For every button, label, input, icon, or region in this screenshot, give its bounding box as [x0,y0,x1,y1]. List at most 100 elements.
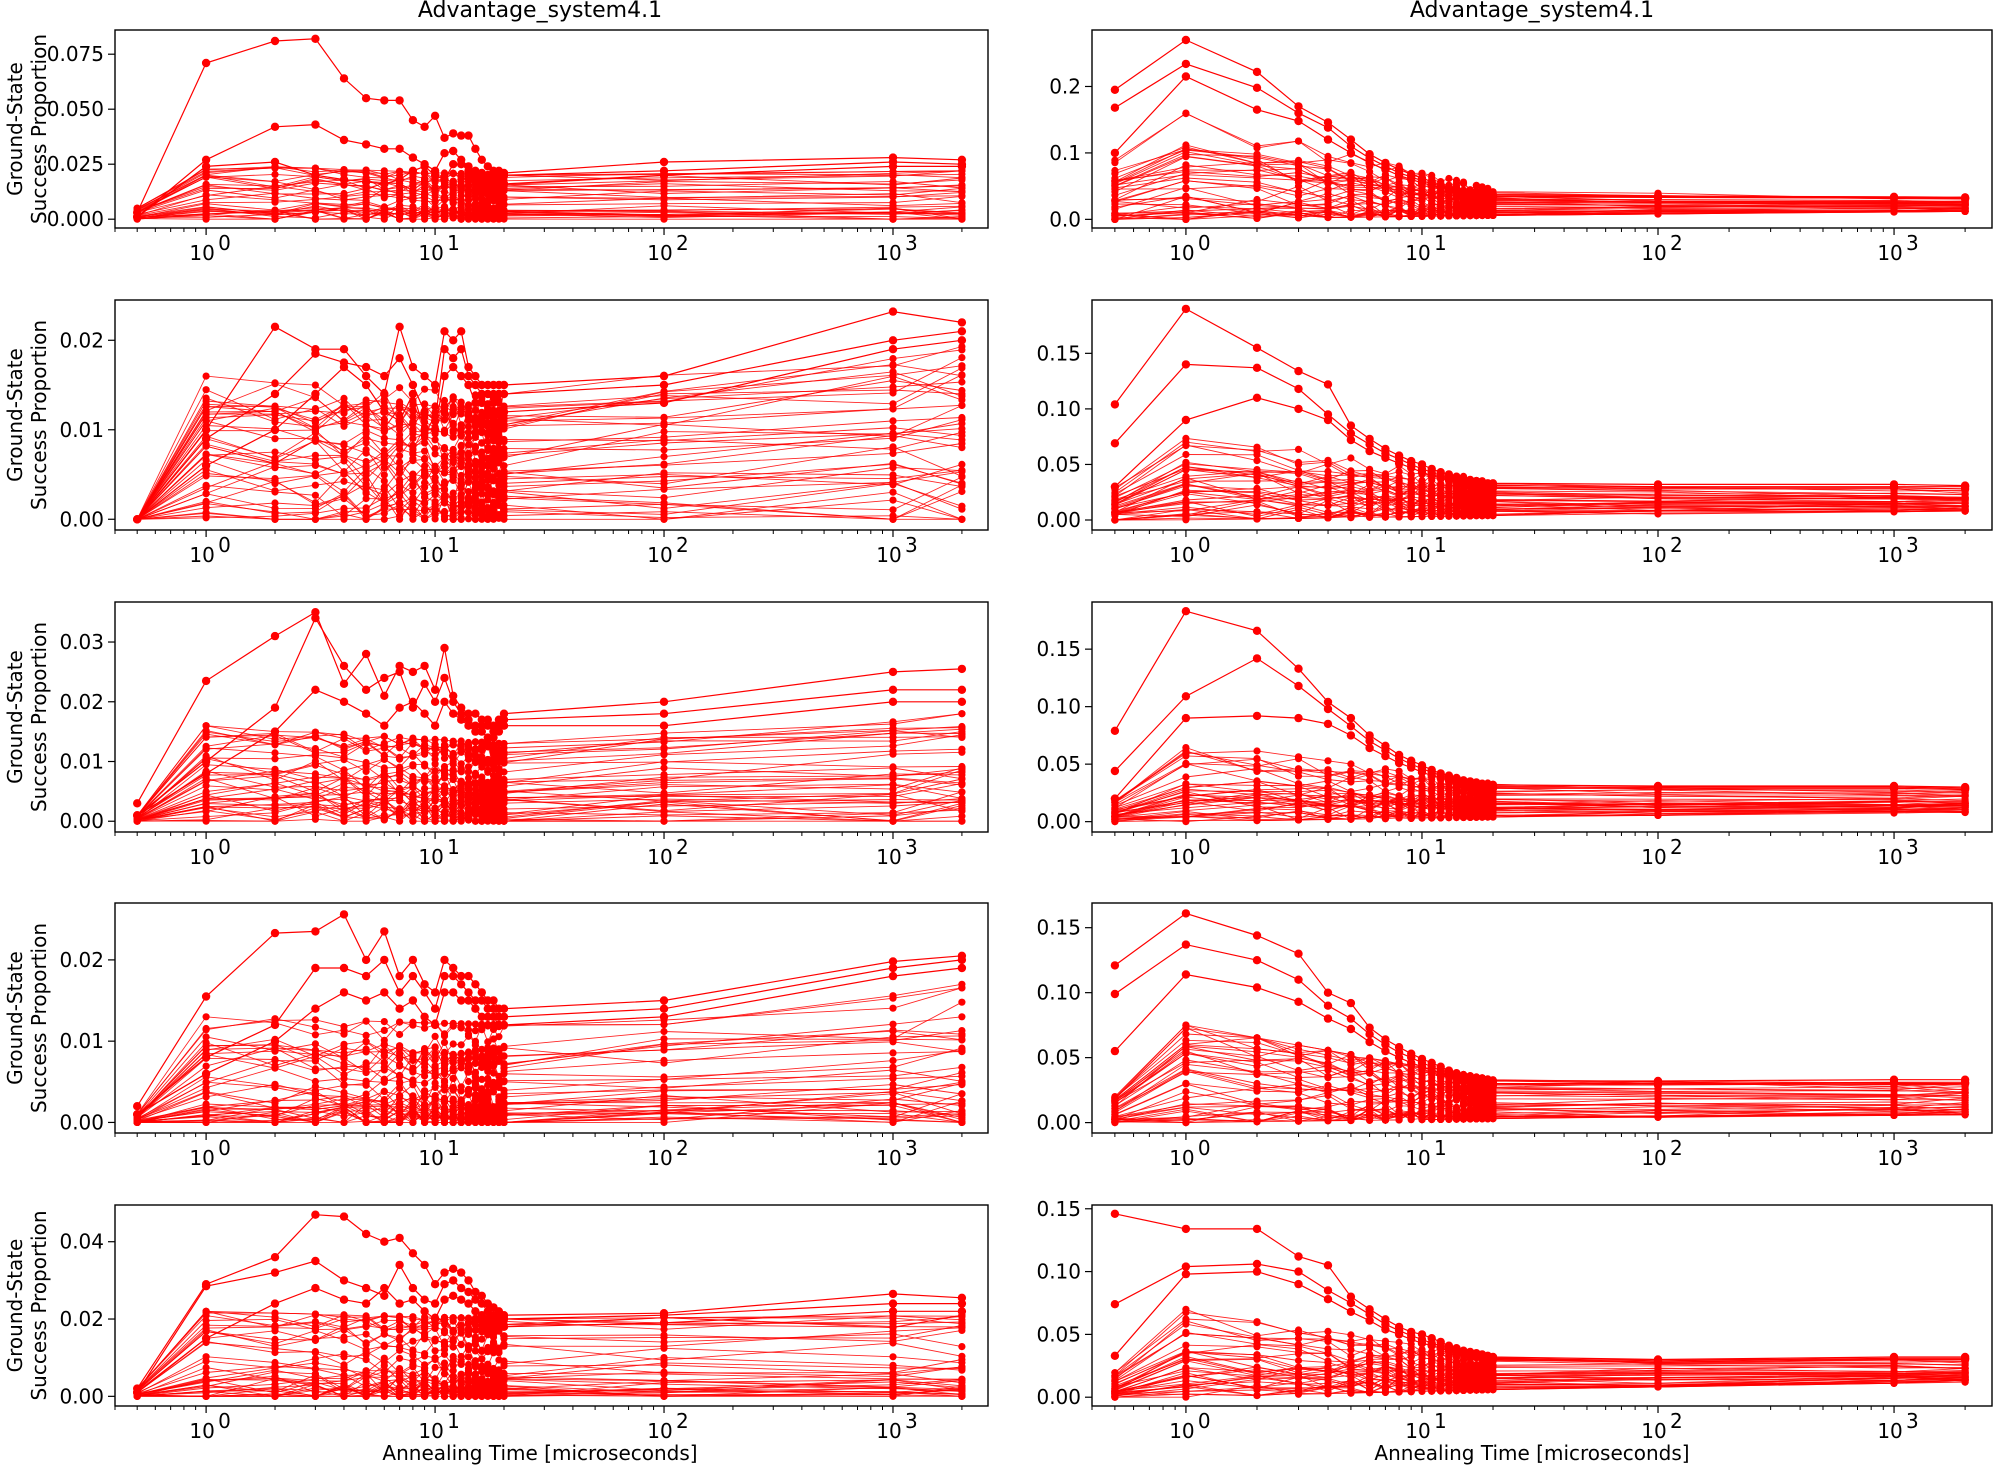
data-point [380,447,388,455]
data-point [202,514,210,522]
data-point [380,459,388,467]
data-point [1294,366,1303,376]
data-point [311,215,319,223]
x-tick-label: 10 [1169,543,1194,567]
data-point [202,203,210,211]
series-line [136,404,962,520]
data-point [440,345,449,354]
data-point [957,336,967,345]
data-point [484,437,492,445]
series-line [136,405,963,520]
data-point [500,187,508,195]
data-point [1437,205,1445,213]
data-point [464,380,473,390]
data-point [270,157,280,167]
data-point [660,764,668,772]
data-point [430,416,440,425]
data-point [478,786,486,794]
data-point [1182,213,1190,222]
data-point [457,173,465,181]
data-point [471,415,479,423]
data-point [202,489,210,498]
data-point [362,775,370,783]
data-point [1347,500,1355,508]
data-point [1111,215,1119,223]
data-point [457,498,465,506]
data-point [958,505,966,513]
data-point [889,417,897,425]
data-point [311,190,319,198]
data-point [201,434,211,443]
data-point [1395,213,1403,221]
column-title-right: Advantage_system4.1 [1410,0,1654,23]
data-point [1437,195,1445,203]
data-point [311,508,319,516]
y-tick-label: 0.1 [1049,141,1081,165]
data-point [380,452,388,460]
data-point [1417,178,1427,187]
data-point [396,452,404,460]
y-tick-label: 0.00 [1036,508,1081,532]
data-point [271,448,279,456]
data-point [464,774,473,782]
data-point [449,760,457,768]
data-point [1418,488,1426,496]
data-point [449,362,458,372]
data-point [489,196,498,204]
data-point [471,515,479,523]
data-point [421,466,429,474]
data-point [1478,200,1486,208]
data-point [396,188,404,196]
data-point [1111,203,1119,211]
data-point [1395,206,1403,214]
data-point [449,206,457,214]
data-point [431,198,439,206]
data-point [660,508,668,516]
data-point [889,192,897,200]
data-point [311,208,319,216]
data-point [271,190,279,198]
data-point [1252,67,1262,77]
x-tick-label: 10 [1877,543,1902,567]
data-point [1459,499,1468,507]
data-point [440,452,449,460]
data-point [440,133,449,142]
data-point [1444,475,1454,485]
data-point [1252,363,1262,372]
data-point [1654,494,1662,503]
data-point [340,394,348,402]
data-point [457,514,465,522]
data-point [1459,479,1468,488]
data-point [340,515,348,523]
data-point [396,441,404,449]
series-line [136,371,963,520]
data-point [1394,459,1404,468]
data-point [489,506,498,514]
data-point [489,444,498,452]
data-point [409,401,417,409]
data-point [889,488,897,496]
data-point [484,429,492,437]
data-point [958,346,966,354]
data-point [431,504,439,512]
data-point [431,187,439,195]
data-point [409,413,417,421]
data-point [421,184,429,192]
data-point [499,389,509,399]
data-point [396,167,404,175]
data-point [1395,468,1403,476]
series-line [136,367,963,520]
data-point [958,401,966,410]
data-point [1252,83,1262,93]
data-point [889,177,897,186]
x-tick-exponent: 3 [1906,231,1919,255]
data-point [958,419,966,428]
data-point [311,481,319,489]
data-point [1452,499,1461,507]
data-point [660,439,668,447]
data-point [440,182,449,190]
data-point [500,215,508,223]
data-point [380,371,389,381]
